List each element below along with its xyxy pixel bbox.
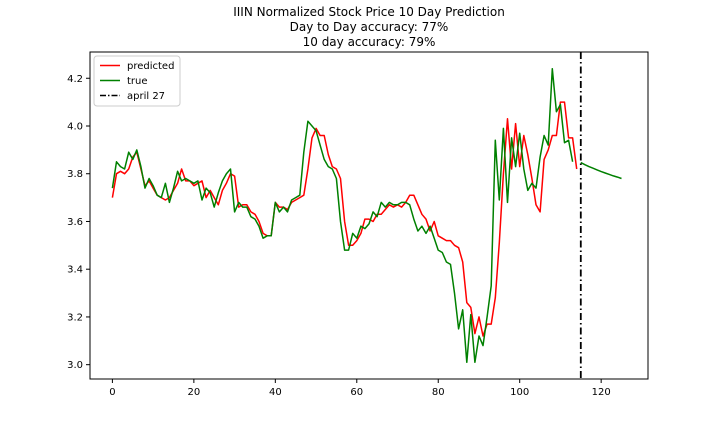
plot-frame (89, 51, 649, 380)
chart-subtitle-line-1: Day to Day accuracy: 77% (290, 20, 449, 34)
legend-box (93, 55, 181, 107)
x-tick-label: 20 (187, 387, 200, 398)
legend-label-april-27: april 27 (127, 91, 165, 102)
series-line-forecast-2 (580, 161, 622, 180)
legend-label-predicted: predicted (127, 61, 174, 72)
legend: predicted true april 27 (93, 55, 181, 107)
chart-title: IIIN Normalized Stock Price 10 Day Predi… (233, 5, 505, 19)
series-line-true (111, 67, 574, 364)
x-tick-label: 0 (109, 387, 115, 398)
y-tick-label: 3.8 (67, 169, 83, 180)
y-tick-label: 3.4 (67, 265, 83, 276)
series-layer (111, 67, 622, 364)
chart-subtitle-line-2: 10 day accuracy: 79% (303, 35, 436, 49)
x-tick-label: 40 (269, 387, 282, 398)
y-tick-label: 3.0 (67, 360, 83, 371)
axis-layer: 0 20 40 60 80 100 120 3.0 3.2 3.4 3.6 3.8 4.0 4.2 (67, 51, 649, 398)
y-tick-label: 3.6 (67, 217, 83, 228)
x-tick-label: 80 (432, 387, 445, 398)
x-tick-label: 120 (592, 387, 611, 398)
y-tick-label: 4.2 (67, 74, 83, 85)
legend-label-true: true (127, 76, 148, 87)
x-tick-label: 60 (350, 387, 363, 398)
y-tick-label: 4.0 (67, 121, 83, 132)
y-tick-label: 3.2 (67, 312, 83, 323)
x-tick-label: 100 (510, 387, 529, 398)
